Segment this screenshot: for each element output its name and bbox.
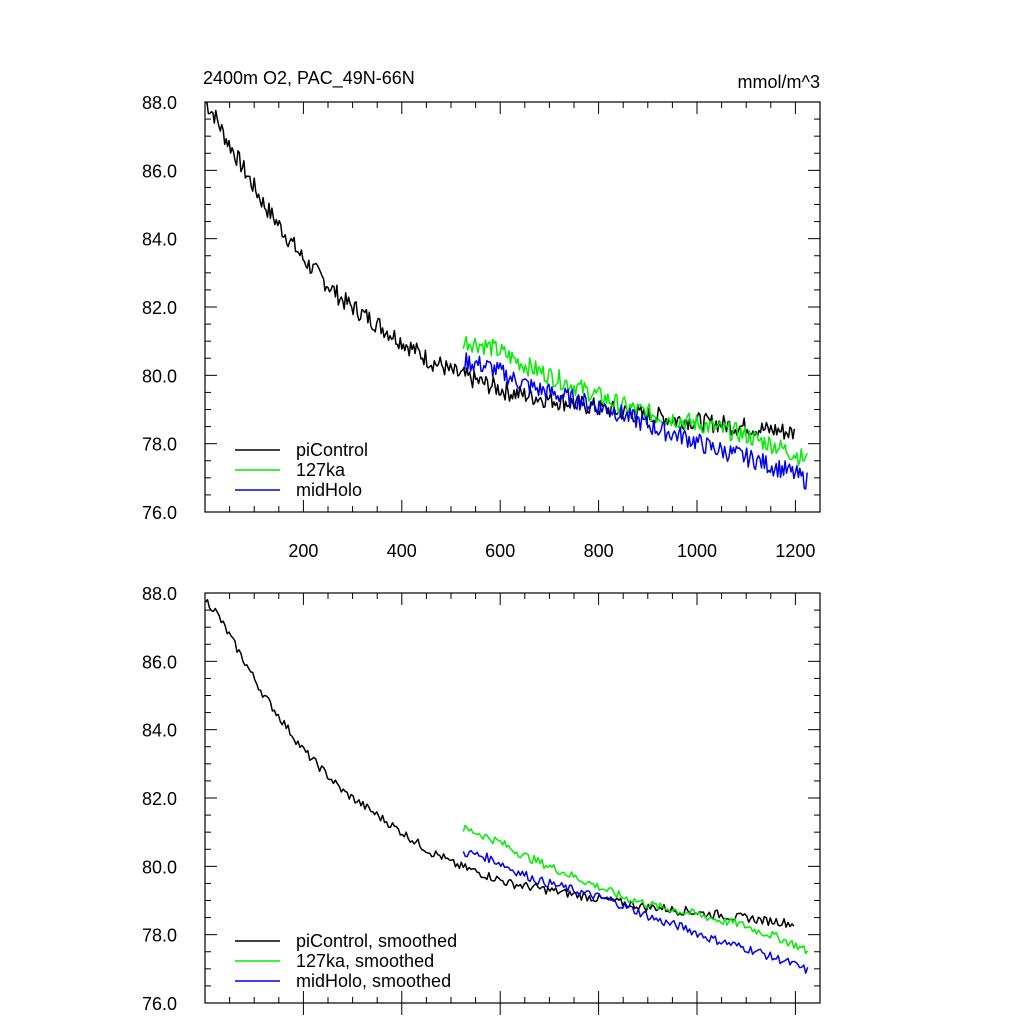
x-tick-label: 800 xyxy=(584,541,614,561)
y-tick-label: 80.0 xyxy=(142,857,177,877)
series-line-127ka xyxy=(462,335,808,466)
legend-label: 127ka xyxy=(296,460,346,480)
y-tick-label: 80.0 xyxy=(142,366,177,386)
legend-label: midHolo, smoothed xyxy=(296,971,451,991)
series-line-picontrol xyxy=(205,101,796,440)
y-tick-label: 78.0 xyxy=(142,435,177,455)
series-line-picontrol-smoothed xyxy=(204,598,795,928)
x-tick-label: 1200 xyxy=(775,541,815,561)
chart-units: mmol/m^3 xyxy=(738,72,820,92)
y-tick-label: 82.0 xyxy=(142,789,177,809)
series-line-midholo xyxy=(462,352,808,490)
legend-label: midHolo xyxy=(296,480,362,500)
legend-label: 127ka, smoothed xyxy=(296,951,434,971)
y-tick-label: 86.0 xyxy=(142,652,177,672)
bottom-panel: 88.0 86.0 84.0 82.0 80.0 78.0 76.0 piControl, s… xyxy=(142,584,821,1015)
chart-title: 2400m O2, PAC_49N-66N xyxy=(203,68,415,89)
x-tick-label: 600 xyxy=(485,541,515,561)
y-tick-label: 84.0 xyxy=(142,230,177,250)
y-tick-label: 86.0 xyxy=(142,161,177,181)
series-line-midholo-smoothed xyxy=(462,849,809,974)
y-tick-label: 82.0 xyxy=(142,298,177,318)
y-tick-label: 76.0 xyxy=(142,994,177,1014)
x-tick-label: 200 xyxy=(288,541,318,561)
y-tick-label: 88.0 xyxy=(142,584,177,604)
legend-label: piControl xyxy=(296,440,368,460)
y-tick-label: 78.0 xyxy=(142,926,177,946)
series-line-127ka-smoothed xyxy=(462,824,809,955)
x-tick-label: 1000 xyxy=(677,541,717,561)
top-panel: 88.0 86.0 84.0 82.0 80.0 78.0 76.0 200 400 600 800… xyxy=(142,93,821,561)
y-tick-label: 76.0 xyxy=(142,503,177,523)
x-tick-label: 400 xyxy=(387,541,417,561)
legend-label: piControl, smoothed xyxy=(296,931,457,951)
y-tick-label: 84.0 xyxy=(142,721,177,741)
y-tick-label: 88.0 xyxy=(142,93,177,113)
